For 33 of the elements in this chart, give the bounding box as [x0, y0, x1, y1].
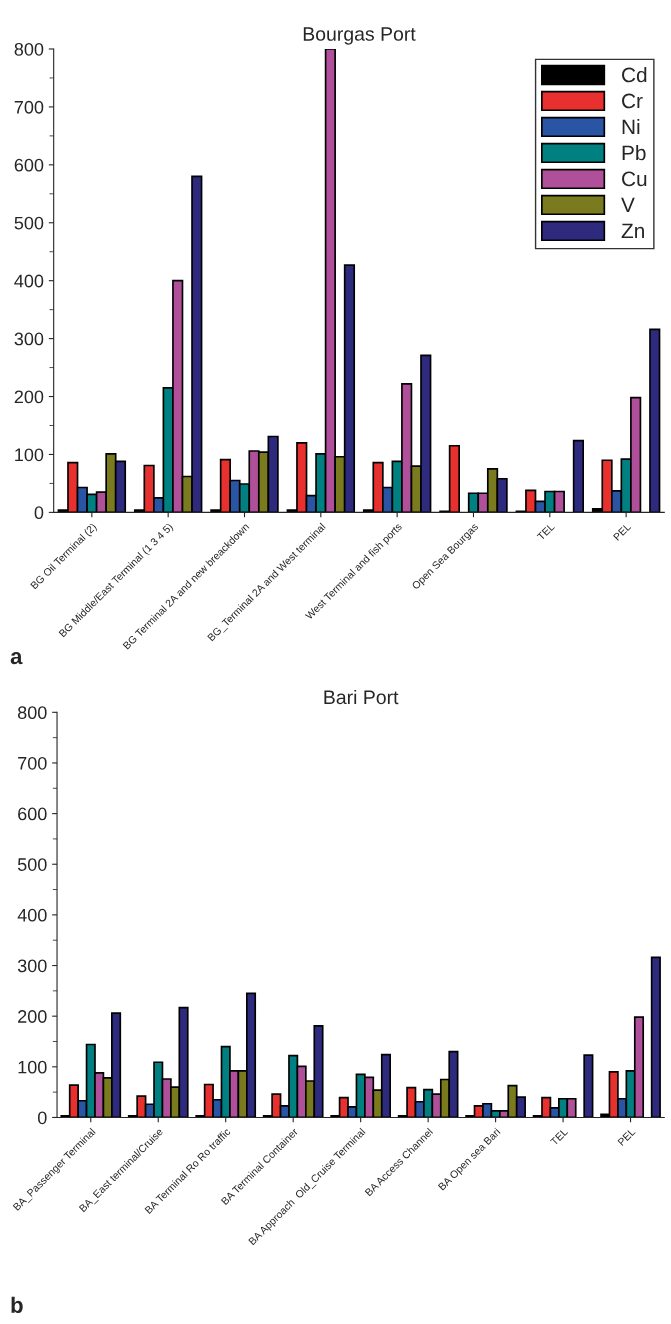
x-tick-label: TEL [550, 1127, 569, 1146]
text: a [10, 652, 23, 665]
y-tick-label: 700 [18, 756, 47, 770]
legend-label: V [621, 197, 635, 213]
x-tick-label: PEL [613, 522, 632, 541]
y-tick-label: 0 [37, 1111, 47, 1125]
y-tick-label: 400 [14, 274, 44, 288]
x-tick-label: TEL [536, 522, 555, 541]
legend-label: Zn [621, 223, 644, 239]
y-tick-label: 500 [14, 216, 44, 230]
y-tick-label: 300 [14, 332, 44, 346]
legend-label: Cd [622, 67, 647, 83]
y-tick-label: 600 [14, 158, 44, 172]
y-tick-label: 800 [17, 706, 47, 720]
y-tick-label: 100 [18, 1060, 47, 1074]
chart-title: Bari Port [324, 689, 399, 705]
y-tick-label: 400 [17, 908, 47, 922]
y-tick-label: 0 [34, 506, 44, 520]
y-tick-label: 200 [18, 1010, 47, 1023]
legend-label: Ni [622, 118, 640, 135]
legend-label: Cr [622, 93, 643, 109]
legend-label: Pb [622, 144, 646, 161]
y-tick-label: 500 [17, 858, 47, 871]
x-tick-label: PEL [617, 1127, 636, 1146]
y-tick-label: 700 [14, 100, 44, 114]
y-tick-label: 200 [14, 390, 44, 404]
chart-title: Bourgas Port [303, 27, 416, 45]
text: b [11, 1296, 23, 1313]
y-tick-label: 600 [18, 807, 47, 821]
y-tick-label: 100 [15, 448, 44, 462]
legend-label: Cu [622, 171, 647, 187]
y-tick-label: 300 [17, 959, 47, 973]
y-tick-label: 800 [14, 42, 44, 56]
